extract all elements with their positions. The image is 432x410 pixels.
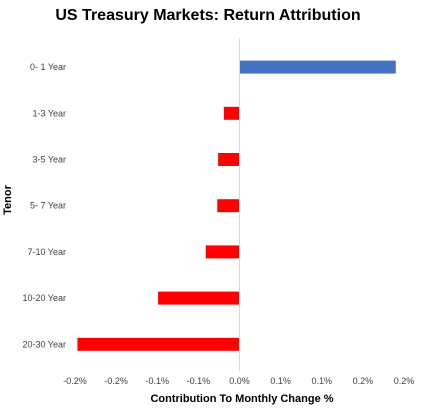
bar-10-20-year [158,291,240,305]
bar-1-3-year [223,106,240,120]
x-tick-label: 0.2% [353,376,374,386]
y-tick-label: 10-20 Year [22,293,66,303]
x-tick-label: 0.1% [311,376,332,386]
bar-3-5-year [218,153,240,166]
chart-title: US Treasury Markets: Return Attribution [55,7,360,24]
y-tick-label: 0- 1 Year [30,62,66,72]
y-tick-label: 7-10 Year [27,247,66,257]
y-tick-label: 5- 7 Year [30,201,66,211]
bar-7-10-year [205,245,240,259]
bar-group [77,60,396,351]
x-tick-label: -0.2% [63,376,87,386]
bar-5-7-year [217,199,240,213]
x-tick-label: 0.1% [270,376,291,386]
y-tick-label: 20-30 Year [22,339,66,349]
x-tick-label: 0.2% [394,376,415,386]
y-tick-labels: 0- 1 Year 1-3 Year 3-5 Year 5- 7 Year 7-10 Y… [22,62,66,349]
y-tick-label: 1-3 Year [32,108,66,118]
x-tick-label: 0.0% [229,376,250,386]
y-axis-title: Tenor [2,184,14,214]
bar-0-1-year [239,60,396,74]
x-tick-label: -0.1% [145,376,169,386]
bar-20-30-year [77,337,240,351]
x-tick-labels: -0.2% -0.2% -0.1% -0.1% 0.0% 0.1% 0.1% 0.2% 0.2% [63,376,414,386]
x-axis-title: Contribution To Monthly Change % [150,393,333,405]
x-tick-label: -0.1% [187,376,211,386]
y-tick-label: 3-5 Year [32,155,66,165]
x-tick-label: -0.2% [104,376,128,386]
